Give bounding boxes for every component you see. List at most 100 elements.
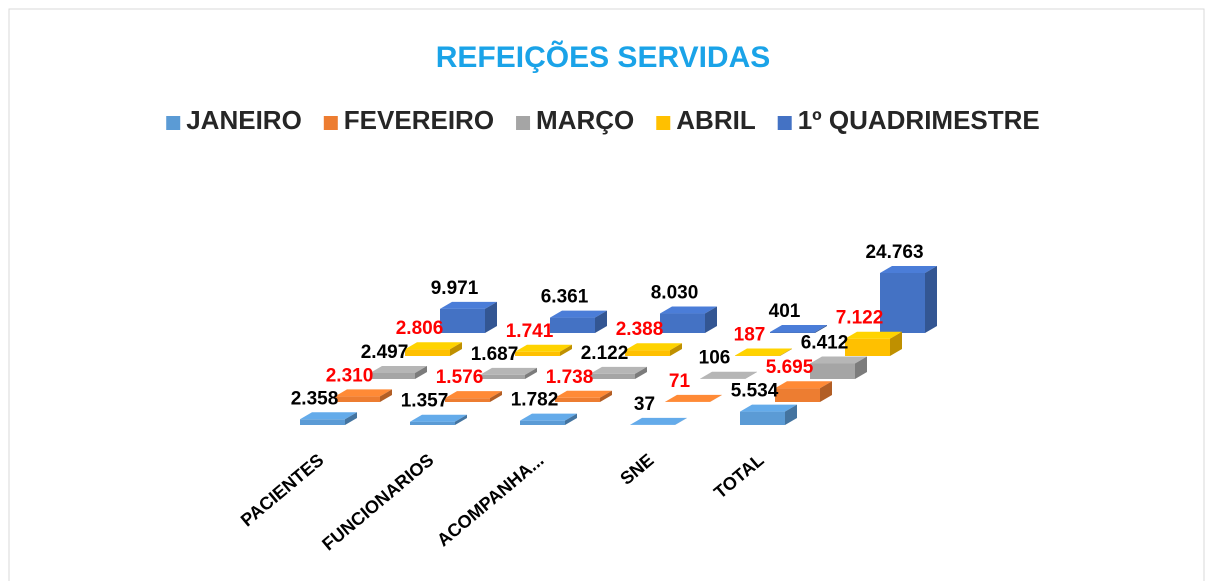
bar-side — [635, 366, 647, 379]
bar-top — [775, 381, 832, 389]
bar-front — [520, 420, 565, 425]
data-label: 2.310 — [326, 365, 374, 386]
bar-side — [565, 413, 577, 425]
bar — [660, 306, 717, 333]
bar-front — [770, 332, 815, 333]
bar-side — [415, 365, 427, 379]
bar-top — [550, 310, 607, 318]
bar-front — [300, 419, 345, 425]
bar-front — [550, 317, 595, 333]
bar-top — [665, 394, 722, 402]
bar-top — [410, 414, 467, 422]
data-label: 8.030 — [651, 283, 699, 304]
bar-side — [560, 344, 572, 356]
bar-top — [300, 412, 357, 420]
bar-side — [595, 310, 607, 333]
legend-swatch — [656, 116, 671, 130]
legend-label: MARÇO — [536, 105, 634, 135]
legend-swatch — [166, 116, 181, 130]
legend-item: FEVEREIRO — [323, 105, 494, 135]
bar-front — [555, 397, 600, 402]
bar — [700, 371, 757, 379]
bar — [555, 390, 612, 402]
bar-side — [705, 306, 717, 333]
data-label: 9.971 — [431, 278, 479, 299]
bar-side — [490, 391, 502, 402]
bar-side — [455, 414, 467, 425]
bar-side — [345, 412, 357, 425]
bar-top — [740, 404, 797, 412]
bar-side — [780, 348, 792, 356]
data-label: 5.534 — [731, 381, 779, 402]
bar-front — [810, 363, 855, 379]
legend-label: FEVEREIRO — [344, 105, 494, 135]
bar — [590, 366, 647, 379]
data-label: 1.782 — [511, 390, 559, 411]
data-label: 2.388 — [616, 319, 664, 340]
bar — [550, 310, 607, 333]
bar — [630, 417, 687, 425]
bar-side — [380, 389, 392, 402]
legend-item: ABRIL — [656, 105, 756, 135]
legend-swatch — [516, 116, 531, 130]
data-label: 6.412 — [801, 332, 849, 353]
bar-side — [745, 371, 757, 379]
bar-side — [525, 367, 537, 379]
bar-side — [785, 404, 797, 425]
bar-side — [710, 394, 722, 402]
bar — [810, 356, 867, 379]
data-label: 187 — [734, 325, 766, 346]
bar-top — [335, 389, 392, 397]
bar-top — [480, 367, 537, 375]
bar — [770, 325, 827, 333]
bar-top — [770, 325, 827, 333]
bar-top — [625, 343, 682, 351]
bar-top — [660, 306, 717, 314]
bar-top — [810, 356, 867, 364]
bar-front — [845, 338, 890, 356]
legend-item: 1º QUADRIMESTRE — [777, 105, 1040, 135]
bar — [880, 266, 937, 333]
bar-front — [410, 421, 455, 425]
bar — [515, 344, 572, 356]
data-label: 2.497 — [361, 342, 409, 363]
bar — [625, 343, 682, 356]
data-label: 37 — [634, 394, 655, 415]
bar-top — [520, 413, 577, 421]
bar — [440, 301, 497, 333]
bar-side — [675, 417, 687, 425]
data-label: 7.122 — [836, 308, 884, 329]
bar-front — [405, 349, 450, 356]
data-label: 1.687 — [471, 344, 519, 365]
bar-front — [370, 372, 415, 379]
data-label: 2.122 — [581, 343, 629, 364]
bar-top — [370, 365, 427, 373]
bar-front — [440, 308, 485, 333]
bar — [405, 342, 462, 356]
data-label: 5.695 — [766, 357, 814, 378]
legend-label: JANEIRO — [186, 105, 302, 135]
data-label: 1.738 — [546, 367, 594, 388]
bar — [775, 381, 832, 402]
legend-item: MARÇO — [516, 105, 634, 135]
bar-front — [625, 350, 670, 356]
bar — [445, 391, 502, 402]
bar-front — [740, 411, 785, 425]
bar-front — [480, 374, 525, 379]
bar — [740, 404, 797, 425]
bar-side — [670, 343, 682, 356]
bar-side — [485, 301, 497, 333]
chart-title: REFEIÇÕES SERVIDAS — [436, 40, 771, 74]
data-label: 71 — [669, 371, 691, 392]
legend-label: 1º QUADRIMESTRE — [798, 105, 1040, 135]
chart-border — [8, 8, 1205, 581]
bar-front — [335, 396, 380, 402]
bar-side — [855, 356, 867, 379]
bar — [665, 394, 722, 402]
legend-swatch — [777, 116, 792, 130]
bar-front — [660, 313, 705, 333]
bar-side — [890, 331, 902, 356]
bar-top — [735, 348, 792, 356]
